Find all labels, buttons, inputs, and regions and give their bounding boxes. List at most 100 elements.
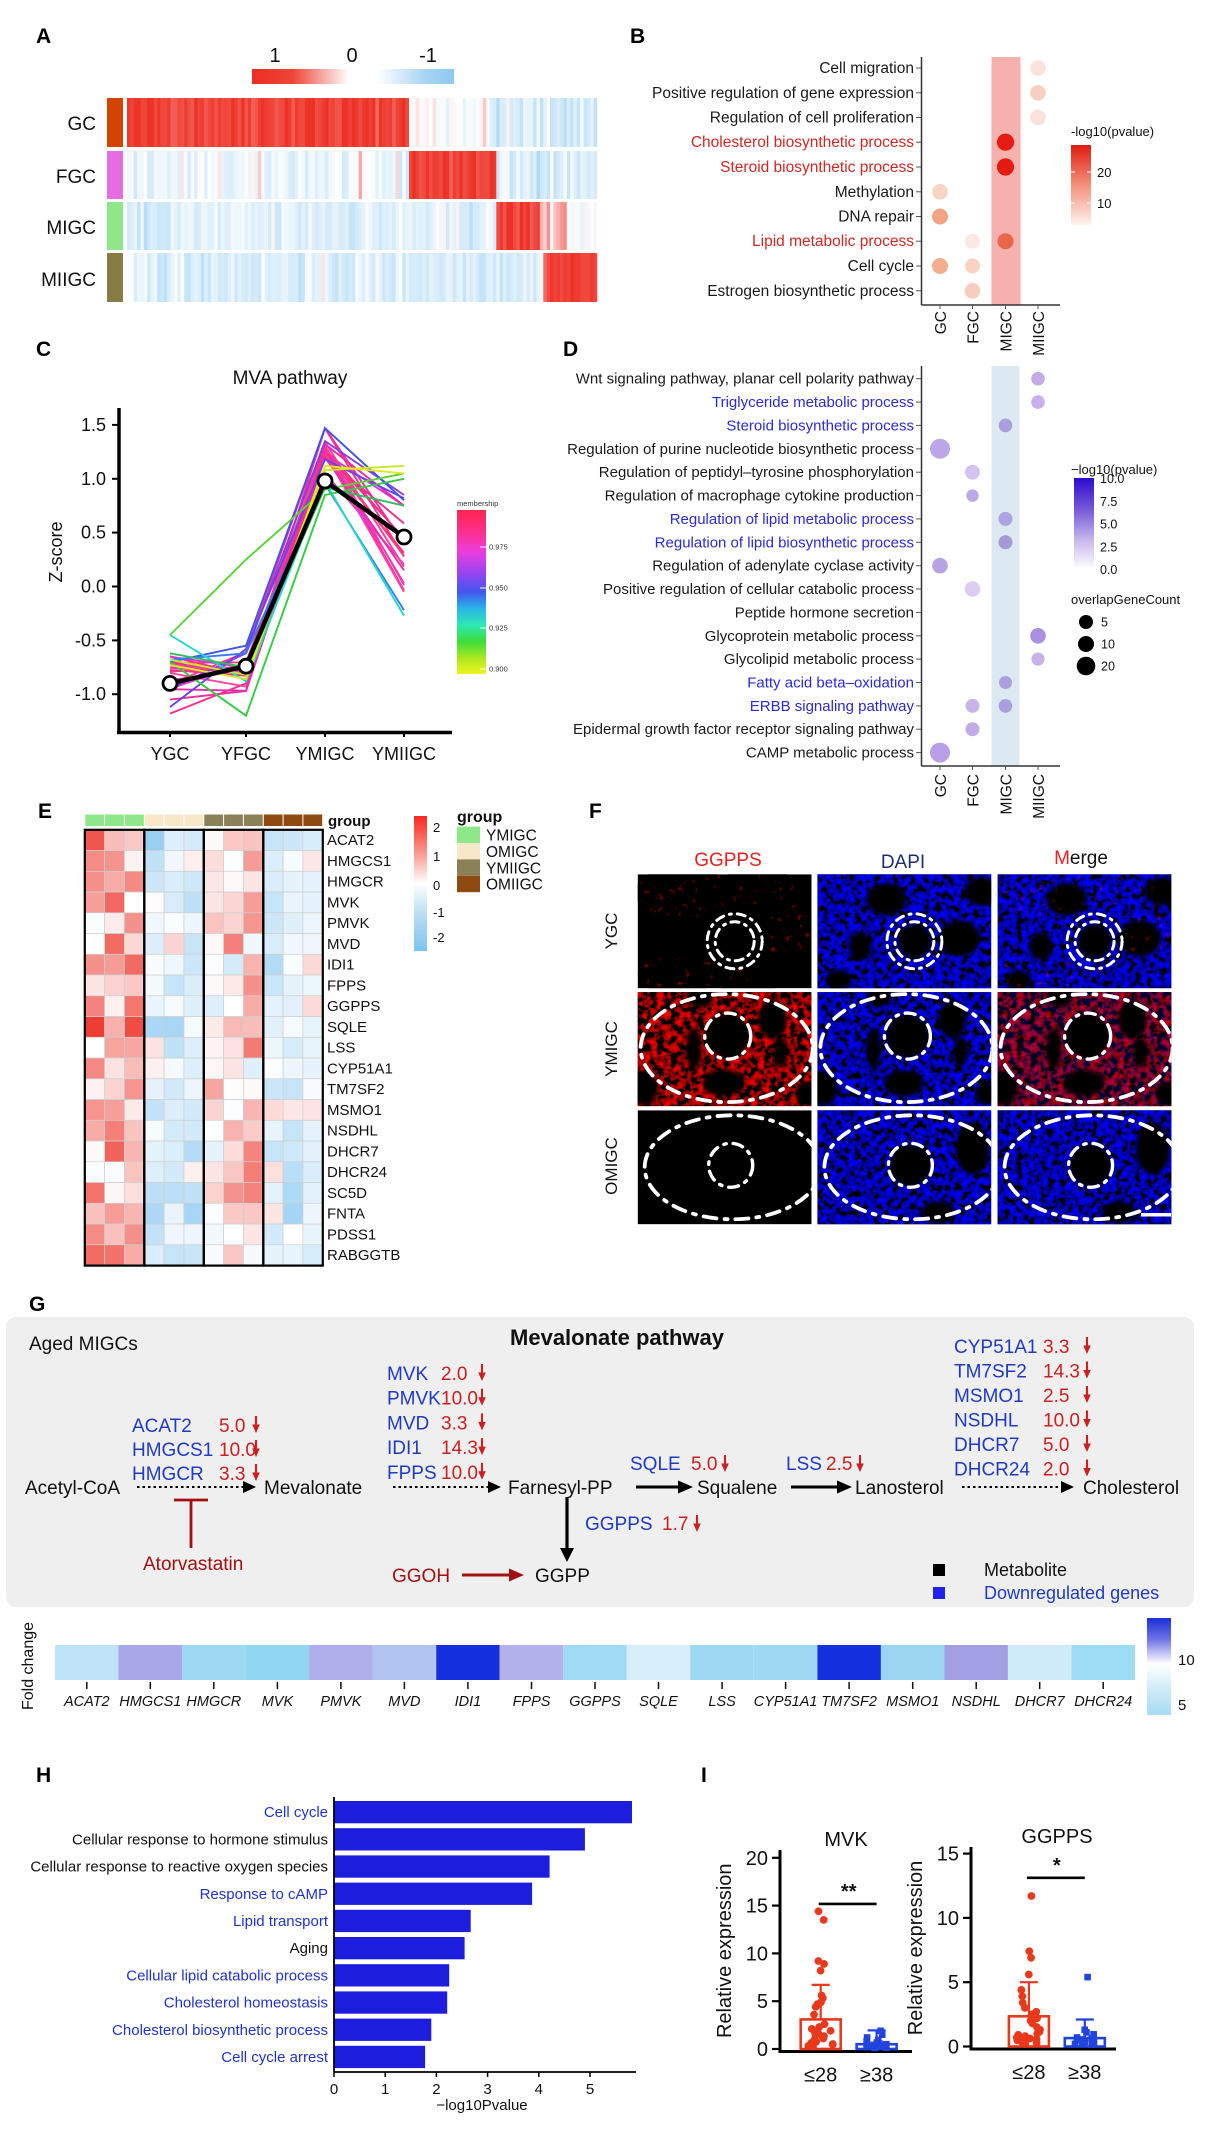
svg-text:Cellular response to hormone s: Cellular response to hormone stimulus <box>72 1831 328 1848</box>
svg-text:0.5: 0.5 <box>81 523 106 543</box>
svg-text:GGPPS: GGPPS <box>327 998 380 1015</box>
svg-text:2.5: 2.5 <box>1100 540 1117 554</box>
svg-text:Peptide hormone secretion: Peptide hormone secretion <box>735 604 914 621</box>
svg-text:Regulation of peptidyl–tyrosin: Regulation of peptidyl–tyrosine phosphor… <box>599 464 914 481</box>
svg-text:Mevalonate: Mevalonate <box>264 1478 362 1499</box>
svg-text:Merge: Merge <box>1054 848 1108 869</box>
svg-text:0.0: 0.0 <box>1100 563 1117 577</box>
svg-text:Cholesterol homeostasis: Cholesterol homeostasis <box>164 1995 328 2012</box>
svg-text:Cellular response to reactive: Cellular response to reactive oxygen spe… <box>30 1859 328 1876</box>
svg-text:Response to cAMP: Response to cAMP <box>200 1886 328 1903</box>
svg-text:HMGCR: HMGCR <box>186 1694 241 1710</box>
svg-text:IDI1: IDI1 <box>327 957 355 974</box>
svg-text:−log10(pvalue): −log10(pvalue) <box>1071 462 1157 477</box>
svg-text:ACAT2: ACAT2 <box>327 832 374 849</box>
svg-text:PMVK: PMVK <box>387 1389 441 1410</box>
svg-text:3.3: 3.3 <box>219 1464 245 1485</box>
svg-text:I: I <box>701 1764 707 1787</box>
svg-text:Glycolipid metabolic process: Glycolipid metabolic process <box>724 651 914 668</box>
svg-text:Cholesterol: Cholesterol <box>1083 1478 1179 1499</box>
svg-text:LSS: LSS <box>708 1694 736 1710</box>
svg-text:Cholesterol biosynthetic proce: Cholesterol biosynthetic process <box>691 134 914 151</box>
svg-text:GGPPS: GGPPS <box>585 1514 653 1535</box>
svg-text:Positive regulation of gene ex: Positive regulation of gene expression <box>652 85 914 102</box>
svg-text:D: D <box>563 338 578 361</box>
svg-text:PDSS1: PDSS1 <box>327 1226 376 1243</box>
svg-text:YMIGC: YMIGC <box>602 1021 621 1077</box>
svg-text:Mevalonate pathway: Mevalonate pathway <box>510 1325 725 1350</box>
svg-text:Methylation: Methylation <box>835 184 914 201</box>
svg-text:MVD: MVD <box>387 1413 429 1434</box>
svg-text:MIIGC: MIIGC <box>1031 311 1048 356</box>
svg-text:IDI1: IDI1 <box>455 1694 482 1710</box>
svg-text:membership: membership <box>457 499 498 508</box>
svg-text:GGPPS: GGPPS <box>1021 1826 1092 1848</box>
svg-text:-2: -2 <box>433 930 445 945</box>
svg-text:≥38: ≥38 <box>860 2065 893 2087</box>
svg-text:3: 3 <box>483 2081 491 2098</box>
svg-text:Fatty acid beta–oxidation: Fatty acid beta–oxidation <box>747 675 914 692</box>
svg-text:−log10Pvalue: −log10Pvalue <box>436 2097 527 2114</box>
svg-text:0.925: 0.925 <box>489 624 508 633</box>
svg-text:-1: -1 <box>419 45 437 67</box>
svg-text:0.950: 0.950 <box>489 584 508 593</box>
svg-text:20: 20 <box>1101 660 1115 674</box>
svg-text:Steroid biosynthetic process: Steroid biosynthetic process <box>726 417 914 434</box>
svg-text:2: 2 <box>432 2081 440 2098</box>
svg-text:TM7SF2: TM7SF2 <box>327 1081 385 1098</box>
svg-text:5.0: 5.0 <box>219 1416 245 1437</box>
svg-text:MVK: MVK <box>262 1694 295 1710</box>
svg-text:MIIGC: MIIGC <box>1031 774 1048 819</box>
svg-text:DHCR7: DHCR7 <box>327 1143 379 1160</box>
svg-text:Relative expression: Relative expression <box>714 1863 736 2038</box>
svg-text:SQLE: SQLE <box>639 1694 678 1710</box>
svg-text:FGC: FGC <box>56 167 96 188</box>
svg-text:FPPS: FPPS <box>513 1694 551 1710</box>
svg-text:H: H <box>36 1764 51 1787</box>
svg-text:YMIIGC: YMIIGC <box>486 860 541 877</box>
svg-text:HMGCS1: HMGCS1 <box>119 1694 181 1710</box>
svg-text:MSMO1: MSMO1 <box>954 1386 1024 1407</box>
svg-text:Epidermal growth factor recept: Epidermal growth factor receptor signali… <box>573 721 915 738</box>
svg-text:GC: GC <box>933 774 950 797</box>
svg-text:Downregulated genes: Downregulated genes <box>984 1583 1159 1603</box>
svg-text:15: 15 <box>937 1844 959 1866</box>
svg-text:CYP51A1: CYP51A1 <box>327 1060 393 1077</box>
svg-text:SQLE: SQLE <box>327 1019 367 1036</box>
svg-text:5: 5 <box>586 2081 594 2098</box>
svg-text:DHCR24: DHCR24 <box>327 1164 387 1181</box>
svg-text:YMIGC: YMIGC <box>486 828 537 845</box>
svg-text:Acetyl-CoA: Acetyl-CoA <box>25 1478 120 1499</box>
svg-text:GGPPS: GGPPS <box>694 850 762 871</box>
svg-text:0.975: 0.975 <box>489 543 508 552</box>
svg-text:MIGC: MIGC <box>999 774 1016 814</box>
svg-text:Cell cycle arrest: Cell cycle arrest <box>221 2049 329 2066</box>
svg-text:YGC: YGC <box>602 913 621 950</box>
svg-text:20: 20 <box>746 1848 768 1870</box>
svg-text:Regulation of lipid biosynthet: Regulation of lipid biosynthetic process <box>655 534 914 551</box>
svg-text:4: 4 <box>535 2081 543 2098</box>
svg-text:0: 0 <box>757 2039 768 2061</box>
svg-text:CYP51A1: CYP51A1 <box>754 1694 818 1710</box>
svg-text:HMGCR: HMGCR <box>327 874 384 891</box>
svg-text:GGOH: GGOH <box>392 1566 450 1587</box>
svg-text:Wnt signaling pathway, planar: Wnt signaling pathway, planar cell polar… <box>576 371 915 388</box>
svg-text:MIIGC: MIIGC <box>41 270 96 291</box>
svg-text:Cell cycle: Cell cycle <box>264 1804 328 1821</box>
svg-text:MSMO1: MSMO1 <box>327 1102 382 1119</box>
svg-text:ACAT2: ACAT2 <box>63 1694 110 1710</box>
svg-text:3.3: 3.3 <box>441 1413 467 1434</box>
svg-text:LSS: LSS <box>786 1454 822 1475</box>
svg-text:15: 15 <box>746 1896 768 1918</box>
svg-text:10.0: 10.0 <box>441 1463 478 1484</box>
svg-text:C: C <box>36 338 51 361</box>
svg-text:DAPI: DAPI <box>881 852 925 873</box>
svg-text:MIGC: MIGC <box>999 311 1016 351</box>
svg-text:group: group <box>328 813 371 830</box>
svg-text:YMIGC: YMIGC <box>295 744 354 764</box>
svg-text:overlapGeneCount: overlapGeneCount <box>1071 592 1181 607</box>
svg-text:1.5: 1.5 <box>81 415 106 435</box>
svg-text:1: 1 <box>433 849 440 864</box>
svg-text:DHCR7: DHCR7 <box>954 1435 1019 1456</box>
svg-text:YMIIGC: YMIIGC <box>372 744 436 764</box>
